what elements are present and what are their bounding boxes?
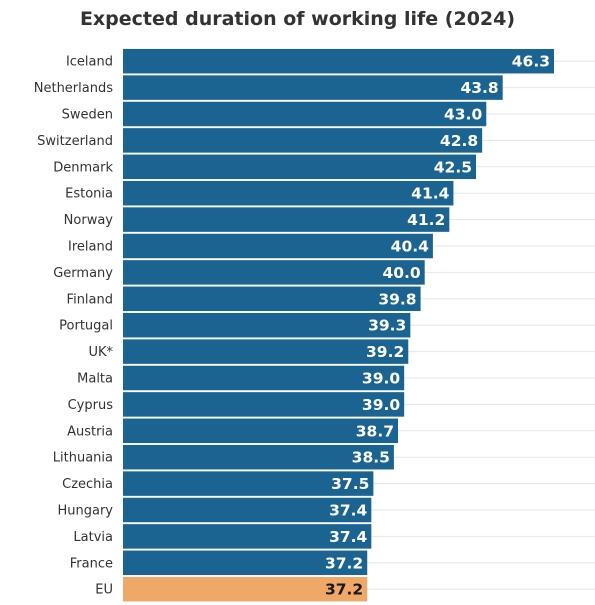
category-label: Denmark [53, 160, 113, 175]
bar-denmark [123, 154, 477, 180]
value-label: 37.2 [325, 581, 363, 599]
bar-sweden [123, 101, 487, 127]
bar-eu [123, 576, 368, 602]
category-label: Malta [77, 372, 113, 387]
category-label: EU [95, 583, 113, 598]
value-label: 39.2 [366, 343, 404, 361]
bar-austria [123, 418, 399, 444]
value-label: 40.0 [382, 264, 420, 282]
category-label: Norway [64, 213, 114, 228]
bar-iceland [123, 48, 554, 74]
category-label: Ireland [68, 240, 113, 255]
category-label: Czechia [62, 477, 113, 492]
category-label: Switzerland [37, 134, 113, 149]
bar-czechia [123, 471, 374, 496]
value-label: 39.8 [378, 290, 416, 308]
bar-ireland [123, 233, 433, 259]
category-label: Lithuania [53, 451, 113, 466]
category-label: Estonia [65, 187, 113, 202]
value-label: 39.0 [362, 396, 400, 414]
category-label: Austria [67, 424, 113, 439]
value-label: 37.2 [325, 554, 363, 572]
bar-portugal [123, 312, 411, 338]
category-label: Latvia [73, 530, 113, 545]
category-label: Hungary [57, 504, 113, 519]
value-label: 39.0 [362, 370, 400, 388]
category-label: Netherlands [34, 81, 113, 96]
value-label: 38.7 [356, 422, 394, 440]
category-label: Iceland [66, 55, 113, 70]
category-label: Finland [67, 292, 113, 307]
bar-netherlands [123, 75, 503, 100]
bar-hungary [123, 497, 372, 523]
value-label: 37.4 [329, 528, 367, 546]
value-label: 37.4 [329, 502, 367, 520]
chart-title: Expected duration of working life (2024) [79, 8, 516, 30]
category-label: Sweden [62, 108, 113, 123]
category-label: Germany [53, 266, 113, 281]
category-label: UK* [88, 345, 113, 360]
bar-latvia [123, 524, 372, 549]
category-label: Portugal [59, 319, 113, 334]
value-label: 43.0 [444, 106, 482, 124]
category-label: France [70, 556, 113, 571]
bar-france [123, 550, 368, 576]
bar-germany [123, 260, 425, 285]
bar-estonia [123, 180, 454, 206]
value-label: 38.5 [352, 449, 390, 467]
value-label: 37.5 [331, 475, 369, 493]
bar-switzerland [123, 128, 483, 153]
value-label: 41.2 [407, 211, 445, 229]
bar-norway [123, 207, 450, 232]
value-label: 42.8 [440, 132, 478, 150]
bar-lithuania [123, 444, 394, 470]
value-label: 40.4 [391, 238, 429, 256]
category-label: Cyprus [68, 398, 114, 413]
value-label: 41.4 [411, 185, 449, 203]
value-label: 46.3 [512, 53, 550, 71]
value-label: 43.8 [460, 79, 498, 97]
bar-uk [123, 339, 409, 364]
bar-finland [123, 286, 421, 312]
value-label: 39.3 [368, 317, 406, 335]
bar-cyprus [123, 392, 405, 417]
bar-malta [123, 365, 405, 391]
value-label: 42.5 [434, 158, 472, 176]
